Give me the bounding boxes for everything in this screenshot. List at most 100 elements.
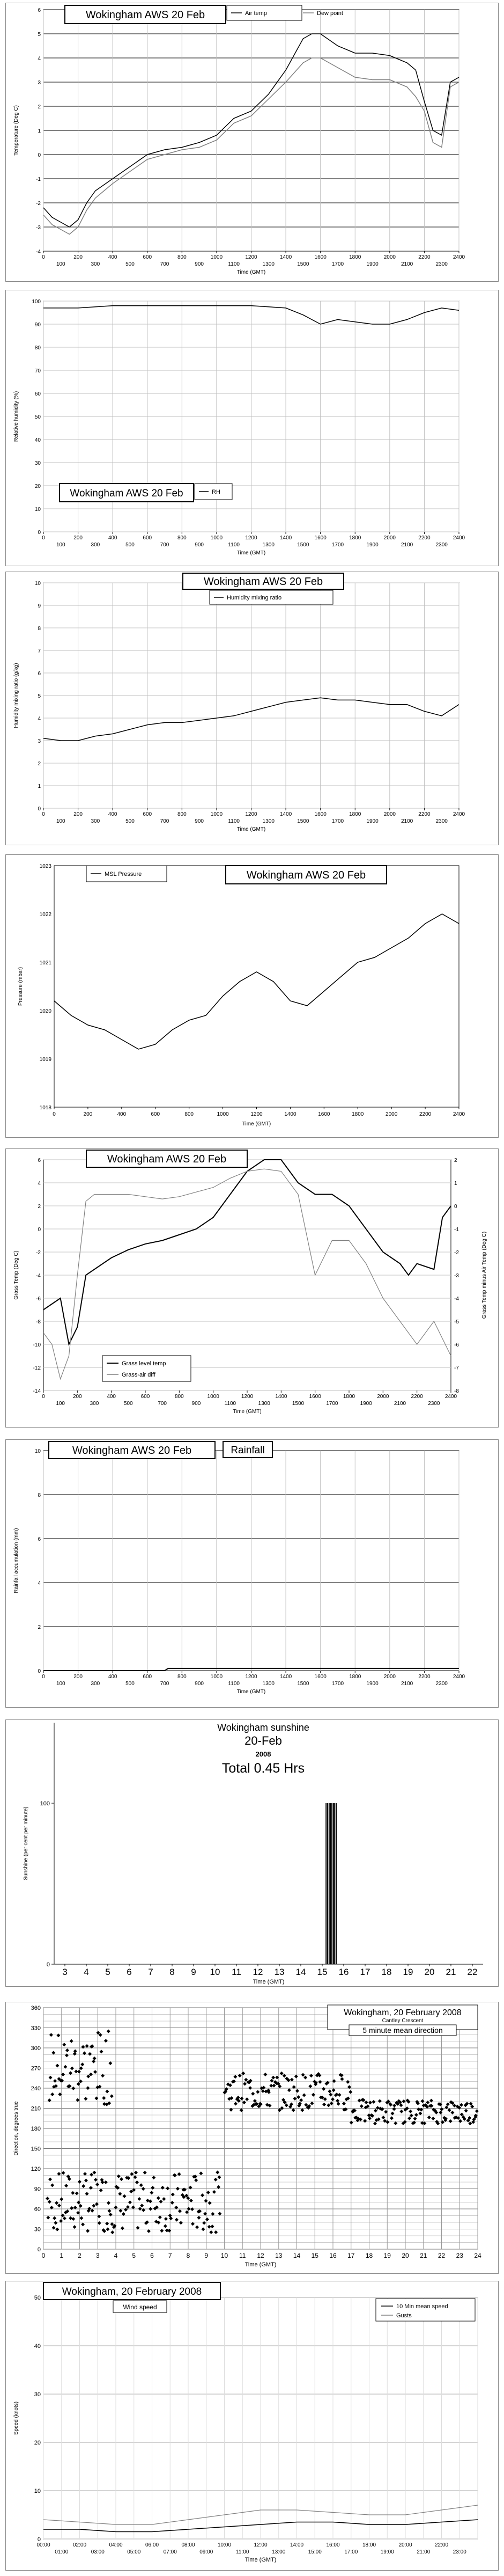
scatter-point — [170, 2200, 174, 2205]
scatter-point — [114, 2205, 118, 2209]
y-tick-label: -6 — [36, 1296, 41, 1302]
scatter-point — [429, 2104, 434, 2108]
scatter-point — [419, 2107, 424, 2112]
scatter-point — [398, 2100, 402, 2104]
scatter-point — [132, 2188, 136, 2192]
x-tick-label: 05:00 — [127, 2549, 140, 2555]
x-tick-label: 2300 — [436, 1681, 448, 1687]
scatter-point — [439, 2110, 443, 2114]
x-tick-label: 400 — [117, 1111, 126, 1117]
scatter-point — [337, 2093, 342, 2097]
scatter-point — [185, 2210, 189, 2214]
scatter-point — [407, 2116, 412, 2120]
scatter-point — [240, 2096, 244, 2101]
scatter-point — [201, 2193, 205, 2198]
x-tick-label: 12:00 — [254, 2542, 267, 2548]
x-tick-label: 5 — [105, 1967, 110, 1977]
y-axis-label: Sunshine (per cent per minute) — [23, 1806, 29, 1880]
label-box — [86, 1150, 248, 1168]
scatter-point — [99, 2050, 103, 2054]
scatter-point — [179, 2221, 183, 2225]
y-tick-label: -14 — [33, 1388, 41, 1394]
scatter-point — [238, 2074, 242, 2078]
x-tick-label: 300 — [90, 1401, 99, 1407]
scatter-point — [152, 2176, 156, 2180]
scatter-point — [73, 2049, 77, 2053]
x-tick-label: 2300 — [436, 261, 448, 267]
scatter-point — [300, 2108, 305, 2112]
x-tick-label: 600 — [143, 1674, 152, 1680]
scatter-point — [297, 2095, 301, 2099]
scatter-point — [148, 2199, 152, 2204]
x-tick-label: 100 — [56, 818, 65, 824]
scatter-point — [95, 2202, 99, 2206]
chart-year: 2008 — [256, 1750, 271, 1758]
y-tick-label: 1022 — [40, 912, 52, 918]
label-box — [48, 1441, 216, 1459]
x-tick-label: 17 — [360, 1967, 370, 1977]
scatter-point — [329, 2092, 333, 2097]
scatter-point — [127, 2176, 131, 2180]
scatter-point — [353, 2109, 357, 2113]
y-tick-label: 30 — [34, 2391, 41, 2398]
x-tick-label: 11:00 — [236, 2549, 249, 2555]
scatter-point — [245, 2097, 249, 2102]
x-tick-label: 500 — [125, 1681, 135, 1687]
y-tick-label: 4 — [38, 1181, 41, 1187]
scatter-point — [77, 2069, 81, 2074]
x-tick-label: 1400 — [280, 254, 292, 260]
scatter-point — [107, 2101, 112, 2105]
x-tick-label: 2400 — [453, 535, 465, 541]
x-tick-label: 100 — [56, 542, 65, 548]
x-tick-label: 10 — [210, 1967, 220, 1977]
scatter-point — [49, 2033, 53, 2037]
scatter-point — [217, 2185, 221, 2189]
scatter-point — [256, 2090, 260, 2094]
x-tick-label: 200 — [73, 254, 83, 260]
scatter-point — [46, 2215, 50, 2220]
scatter-point — [145, 2220, 149, 2224]
scatter-point — [194, 2178, 198, 2183]
scatter-point — [413, 2117, 417, 2121]
scatter-point — [328, 2089, 332, 2094]
scatter-point — [290, 2077, 294, 2082]
x-axis-label: Time (GMT) — [245, 2557, 277, 2563]
temperature-chart: -4 -3 -2 -1 0 1 2 3 4 5 6 0 200 400 600 800 1000 1200 1400… — [5, 3, 499, 282]
chart-subtitle: 20-Feb — [244, 1734, 282, 1747]
scatter-point — [203, 2212, 207, 2216]
y-axis-label: Speed (knots) — [13, 2402, 19, 2435]
x-tick-label: 19 — [403, 1967, 413, 1977]
scatter-point — [54, 2084, 58, 2088]
x-tick-label: 22:00 — [435, 2542, 448, 2548]
y-tick-label: 90 — [35, 322, 41, 328]
x-tick-label: 800 — [175, 1394, 184, 1400]
scatter-point — [84, 2178, 88, 2183]
scatter-point — [97, 2214, 101, 2219]
y-tick-label: 300 — [31, 2045, 41, 2052]
scatter-point — [453, 2103, 457, 2107]
scatter-point — [324, 2082, 329, 2086]
scatter-point — [447, 2108, 451, 2112]
scatter-point — [416, 2101, 420, 2105]
mixing-ratio-chart: 0 1 2 3 4 5 6 7 8 9 10 0 200 400 600 800 1000 1200 1400 160… — [5, 572, 499, 845]
x-tick-label: 8 — [187, 2252, 190, 2259]
scatter-point — [361, 2098, 366, 2102]
y-tick-label: 0 — [38, 1668, 41, 1674]
scatter-point — [414, 2113, 418, 2117]
y2-axis-label: Grass Temp minus Air Temp (Deg C) — [481, 1232, 487, 1319]
x-tick-label: 200 — [73, 1674, 83, 1680]
scatter-point — [368, 2101, 373, 2105]
scatter-point — [384, 2110, 388, 2114]
y-tick-label: 0 — [47, 1962, 50, 1968]
label-box — [64, 5, 226, 24]
plot-area — [54, 865, 459, 1108]
scatter-point — [59, 2219, 63, 2223]
scatter-point — [325, 2081, 330, 2085]
legend-label: Gusts — [396, 2312, 412, 2319]
x-tick-label: 22 — [438, 2252, 446, 2259]
scatter-point — [101, 2228, 106, 2233]
scatter-point — [377, 2099, 382, 2103]
scatter-point — [263, 2072, 268, 2076]
scatter-point — [182, 2195, 186, 2199]
rainfall-chart: 0 2 4 6 8 10 0 200 400 600 800 1000 1200 1400 1600 1800… — [5, 1439, 499, 1708]
